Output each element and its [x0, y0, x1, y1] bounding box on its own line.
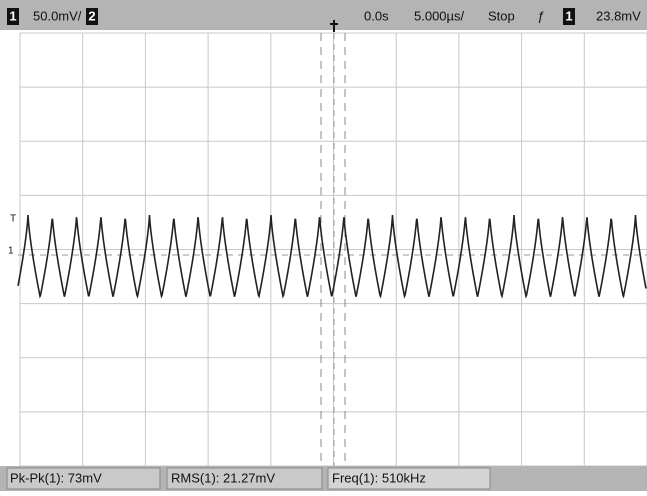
measurement-box: [6, 467, 161, 490]
channel-label: 2: [88, 8, 95, 23]
trigger-marker: T: [10, 214, 16, 225]
measurement-box: [166, 467, 323, 490]
timebase: 5.000µs/: [414, 8, 465, 23]
vertical-scale: 50.0mV/: [33, 8, 82, 23]
trigger-level: 23.8mV: [596, 8, 641, 23]
channel-marker: 1: [8, 246, 14, 257]
channel-badge: [563, 8, 575, 25]
channel-badge: [7, 8, 19, 25]
trigger-channel: 1: [565, 8, 572, 23]
channel-badge: [86, 8, 98, 25]
delay: 0.0s: [364, 8, 389, 23]
measurement: Freq(1): 510kHz: [332, 470, 426, 485]
channel-label: 1: [9, 8, 16, 23]
waveform: [17, 214, 647, 299]
trigger-slope: ƒ: [537, 8, 544, 23]
delay-marker: [330, 20, 338, 32]
top-bar: [0, 0, 647, 30]
measurement-box: [327, 467, 491, 490]
run-mode: Stop: [488, 8, 515, 23]
measurement: RMS(1): 21.27mV: [171, 470, 275, 485]
measurement: Pk-Pk(1): 73mV: [10, 470, 102, 485]
